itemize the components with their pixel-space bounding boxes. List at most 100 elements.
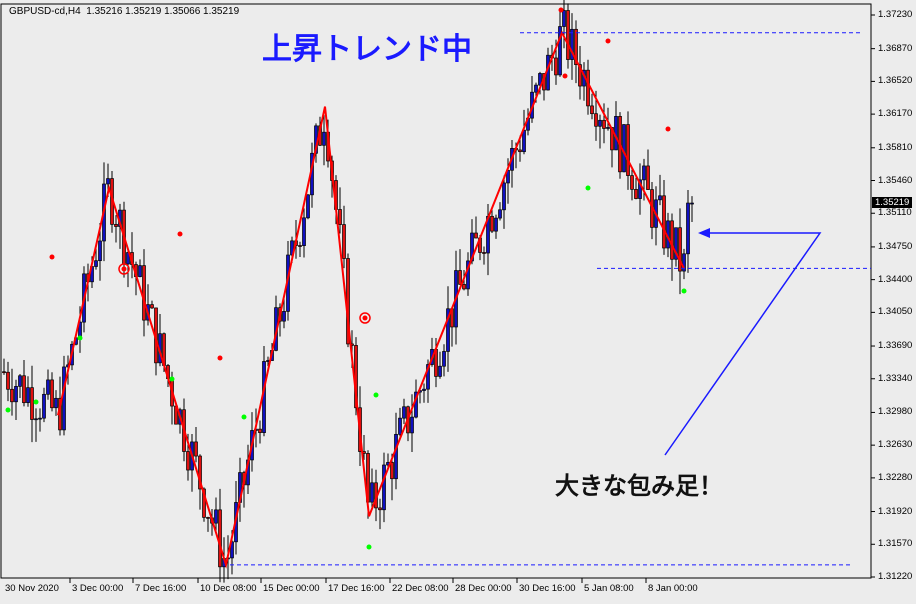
arrow-line: [664, 232, 822, 456]
price-tick-label: 1.34050: [878, 306, 913, 318]
bull-candle: [562, 10, 566, 27]
time-tick-label: 7 Dec 16:00: [135, 583, 187, 594]
bull-candle: [502, 182, 506, 211]
price-tick-label: 1.37230: [878, 9, 913, 20]
bull-candle: [534, 84, 538, 93]
bull-candle: [682, 253, 686, 272]
bull-candle: [306, 194, 310, 219]
signal-dot-icon: [121, 266, 127, 272]
fractal-down-dot: [373, 392, 379, 398]
bull-candle: [642, 165, 646, 181]
bull-candle: [382, 464, 386, 511]
price-tick-label: 1.35460: [878, 174, 913, 186]
fractal-up-dot: [665, 126, 671, 132]
bear-candle: [482, 252, 486, 254]
bear-candle: [206, 517, 210, 519]
bear-candle: [462, 283, 466, 290]
bull-candle: [98, 240, 102, 262]
fractal-down-dot: [169, 376, 175, 382]
bull-candle: [370, 482, 374, 503]
time-tick-label: 28 Dec 00:00: [455, 583, 512, 594]
bear-candle: [198, 455, 202, 490]
bull-candle: [138, 265, 142, 278]
price-tick-label: 1.32630: [878, 439, 913, 451]
time-tick-label: 15 Dec 00:00: [263, 583, 320, 594]
bear-candle: [594, 113, 598, 127]
price-tick-label: 1.36870: [878, 42, 913, 54]
bull-candle: [62, 366, 66, 431]
bull-candle: [14, 386, 18, 403]
bear-candle: [114, 224, 118, 227]
bear-candle: [662, 195, 666, 249]
bear-candle: [590, 105, 594, 115]
bull-candle: [322, 131, 326, 146]
price-tick-label: 1.31920: [878, 505, 913, 517]
bull-candle: [42, 393, 46, 419]
bear-candle: [10, 388, 14, 403]
price-tick-label: 1.32980: [878, 406, 913, 418]
bull-candle: [426, 364, 430, 390]
bear-candle: [22, 375, 26, 404]
fractal-up-dot: [562, 73, 568, 79]
fractal-down-dot: [366, 544, 372, 550]
bull-candle: [94, 260, 98, 267]
bull-candle: [302, 217, 306, 246]
price-tick-label: 1.33690: [878, 340, 913, 352]
uptrend-annotation: 上昇トレンド中: [262, 32, 472, 67]
price-tick-label: 1.35110: [878, 207, 912, 219]
time-tick-label: 30 Nov 2020: [5, 583, 59, 594]
bull-candle: [658, 195, 662, 201]
bear-candle: [626, 124, 630, 176]
bull-candle: [522, 129, 526, 153]
bull-candle: [638, 179, 642, 199]
bear-candle: [342, 224, 346, 259]
bear-candle: [194, 441, 198, 457]
bull-candle: [558, 26, 562, 76]
bear-candle: [670, 220, 674, 260]
bull-candle: [690, 202, 694, 205]
bear-candle: [602, 119, 606, 129]
bear-candle: [474, 232, 478, 239]
time-tick-label: 3 Dec 00:00: [72, 583, 124, 594]
bear-candle: [390, 462, 394, 480]
bear-candle: [186, 451, 190, 471]
bull-candle: [494, 217, 498, 232]
bull-candle: [402, 406, 406, 419]
bear-candle: [678, 227, 682, 272]
bear-candle: [634, 188, 638, 199]
current-price-label: 1.35219: [872, 197, 913, 208]
bear-candle: [574, 28, 578, 65]
signal-ring-icon: [118, 263, 130, 275]
bear-candle: [338, 209, 342, 225]
bull-candle: [538, 73, 542, 86]
bull-candle: [442, 351, 446, 367]
bull-candle: [674, 227, 678, 260]
bear-candle: [586, 69, 590, 107]
plot-frame: [0, 3, 872, 579]
price-tick-label: 1.32280: [878, 471, 913, 483]
bear-candle: [298, 245, 302, 247]
bull-candle: [394, 433, 398, 480]
fractal-up-dot: [49, 254, 55, 260]
bear-candle: [646, 165, 650, 190]
bear-candle: [458, 270, 462, 285]
bull-candle: [686, 202, 690, 255]
bull-candle: [470, 232, 474, 262]
fractal-down-dot: [77, 335, 83, 341]
bear-candle: [566, 10, 570, 60]
bear-candle: [50, 379, 54, 409]
engulfing-annotation: 大きな包み足！: [555, 472, 723, 500]
time-tick-label: 30 Dec 16:00: [519, 583, 576, 594]
fractal-up-dot: [177, 231, 183, 237]
bull-candle: [282, 311, 286, 322]
signal-ring-icon: [359, 312, 371, 324]
bull-candle: [422, 388, 426, 391]
bull-candle: [410, 416, 414, 434]
ohlc-label: 1.35216 1.35219 1.35066 1.35219: [86, 6, 240, 17]
price-tick-label: 1.31570: [878, 538, 913, 550]
bear-candle: [630, 175, 634, 190]
time-tick-label: 17 Dec 16:00: [328, 583, 385, 594]
chart-header: GBPUSD-cd,H4 1.35216 1.35219 1.35066 1.3…: [9, 6, 239, 17]
